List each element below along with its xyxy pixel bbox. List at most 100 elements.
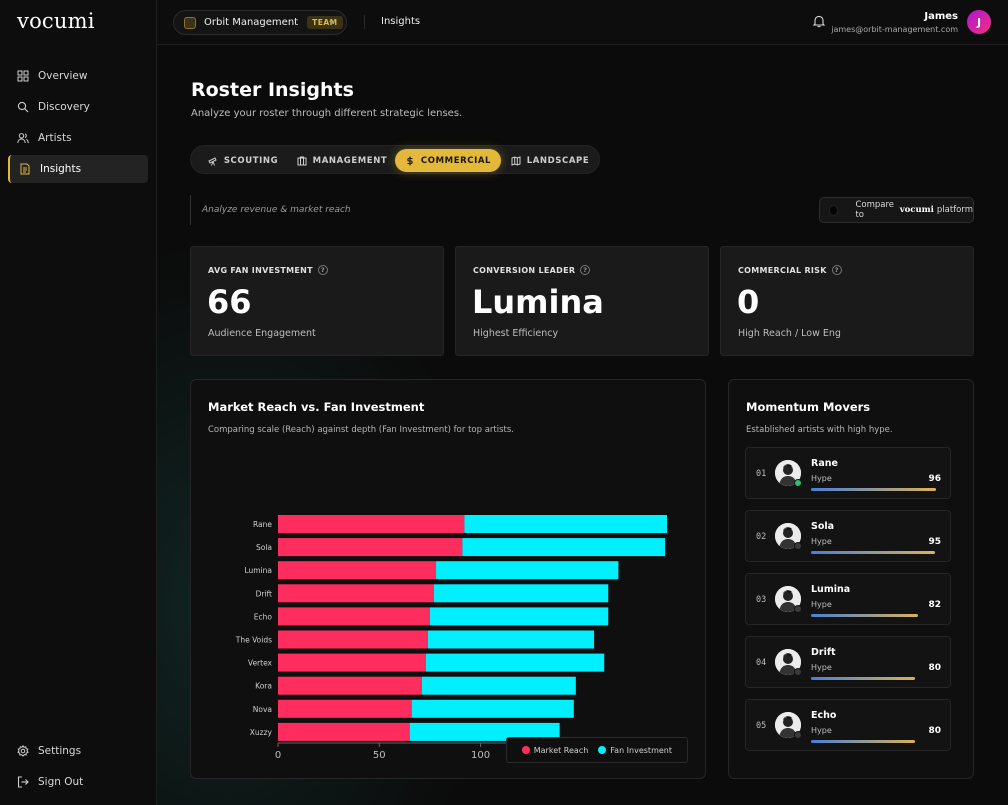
bar-market-reach[interactable] bbox=[278, 561, 437, 580]
y-tick-label: Drift bbox=[256, 589, 272, 598]
x-tick-label: 0 bbox=[275, 750, 281, 761]
team-badge: TEAM bbox=[307, 16, 343, 29]
document-icon bbox=[19, 163, 31, 175]
legend-item-market-reach[interactable]: Market Reach bbox=[521, 746, 588, 755]
kpi-subtitle: High Reach / Low Eng bbox=[738, 328, 841, 339]
bar-market-reach[interactable] bbox=[278, 676, 422, 695]
logo[interactable]: vocumi bbox=[17, 9, 95, 33]
tab-scouting[interactable]: SCOUTING bbox=[195, 149, 291, 172]
bar-market-reach[interactable] bbox=[278, 722, 410, 741]
page-title: Roster Insights bbox=[191, 79, 354, 101]
hype-label: Hype bbox=[811, 600, 832, 609]
tab-label: MANAGEMENT bbox=[312, 155, 388, 166]
kpi-card-conversion-leader: CONVERSION LEADER ? Lumina Highest Effic… bbox=[455, 246, 709, 356]
mover-row[interactable]: 01 Rane Hype 96 bbox=[745, 447, 951, 499]
breadcrumb: Insights bbox=[381, 16, 421, 27]
sidebar-item-sign-out[interactable]: Sign Out bbox=[8, 768, 148, 796]
sidebar-item-label: Discovery bbox=[38, 101, 90, 113]
sign-out-icon bbox=[17, 776, 29, 788]
mover-row[interactable]: 05 Echo Hype 80 bbox=[745, 699, 951, 751]
market-reach-chart-card: Market Reach vs. Fan Investment Comparin… bbox=[190, 379, 706, 779]
compare-platform-toggle[interactable]: Compare to vocumi platform bbox=[819, 197, 974, 223]
mover-row[interactable]: 04 Drift Hype 80 bbox=[745, 636, 951, 688]
stacked-bar-chart: Rane Sola Lumina Drift Echo The Voids Vertex Ko… bbox=[235, 515, 677, 761]
user-name: James bbox=[924, 11, 958, 22]
users-icon bbox=[17, 132, 29, 144]
legend-swatch bbox=[598, 746, 607, 754]
bar-market-reach[interactable] bbox=[278, 630, 428, 649]
search-icon bbox=[17, 101, 29, 113]
mover-rank: 04 bbox=[756, 658, 767, 668]
bar-fan-investment[interactable] bbox=[429, 607, 609, 626]
hype-label: Hype bbox=[811, 726, 832, 735]
hype-bar bbox=[811, 740, 915, 743]
kpi-value: 66 bbox=[207, 283, 252, 321]
bar-market-reach[interactable] bbox=[278, 699, 412, 718]
y-tick-label: Rane bbox=[253, 520, 272, 529]
mover-name: Drift bbox=[811, 647, 836, 658]
sidebar: vocumi Overview Discovery Artists Insigh… bbox=[0, 0, 157, 805]
sidebar-item-insights[interactable]: Insights bbox=[8, 155, 148, 183]
bar-fan-investment[interactable] bbox=[464, 515, 667, 533]
sidebar-item-discovery[interactable]: Discovery bbox=[8, 93, 148, 121]
tab-commercial[interactable]: COMMERCIAL bbox=[395, 149, 501, 172]
kpi-value: 0 bbox=[737, 283, 760, 321]
bar-fan-investment[interactable] bbox=[425, 653, 605, 672]
bar-market-reach[interactable] bbox=[278, 653, 426, 672]
artist-avatar bbox=[775, 460, 801, 486]
status-dot bbox=[794, 605, 802, 613]
kpi-subtitle: Highest Efficiency bbox=[473, 328, 559, 339]
bar-fan-investment[interactable] bbox=[436, 561, 619, 580]
legend-label: Fan Investment bbox=[610, 745, 672, 755]
bar-fan-investment[interactable] bbox=[427, 630, 595, 649]
bar-market-reach[interactable] bbox=[278, 538, 463, 557]
status-dot bbox=[794, 731, 802, 739]
sidebar-item-label: Sign Out bbox=[38, 776, 84, 788]
kpi-subtitle: Audience Engagement bbox=[208, 328, 316, 339]
mover-row[interactable]: 03 Lumina Hype 82 bbox=[745, 573, 951, 625]
help-icon[interactable]: ? bbox=[831, 265, 842, 275]
hype-label: Hype bbox=[811, 537, 832, 546]
card-title: Momentum Movers bbox=[746, 400, 871, 414]
bell-icon[interactable] bbox=[812, 14, 826, 28]
topbar-divider bbox=[364, 15, 365, 29]
bar-market-reach[interactable] bbox=[278, 515, 465, 533]
org-name: Orbit Management bbox=[204, 17, 299, 28]
avatar[interactable]: J bbox=[967, 10, 991, 34]
toggle-knob[interactable] bbox=[829, 204, 839, 216]
tab-label: SCOUTING bbox=[223, 155, 279, 166]
help-icon[interactable]: ? bbox=[580, 265, 591, 275]
mover-name: Sola bbox=[811, 521, 835, 532]
y-tick-label: Vertex bbox=[248, 659, 273, 668]
tab-management[interactable]: MANAGEMENT bbox=[291, 149, 393, 172]
hype-score: 80 bbox=[928, 663, 941, 673]
y-tick-label: Echo bbox=[254, 612, 273, 621]
sidebar-item-artists[interactable]: Artists bbox=[8, 124, 148, 152]
bar-fan-investment[interactable] bbox=[409, 722, 560, 741]
legend-item-fan-investment[interactable]: Fan Investment bbox=[598, 746, 672, 755]
bar-fan-investment[interactable] bbox=[421, 676, 576, 695]
hype-bar bbox=[811, 488, 936, 491]
hype-label: Hype bbox=[811, 663, 832, 672]
org-switcher[interactable]: Orbit Management TEAM bbox=[173, 10, 347, 35]
hype-bar bbox=[811, 551, 935, 554]
tab-landscape[interactable]: LANDSCAPE bbox=[503, 149, 597, 172]
bar-fan-investment[interactable] bbox=[411, 699, 574, 718]
bar-fan-investment[interactable] bbox=[462, 538, 665, 557]
mover-row[interactable]: 02 Sola Hype 95 bbox=[745, 510, 951, 562]
status-dot bbox=[794, 668, 802, 676]
sidebar-item-overview[interactable]: Overview bbox=[8, 62, 148, 90]
lens-tabs: SCOUTING MANAGEMENT COMMERCIAL LANDSCAPE bbox=[190, 145, 600, 174]
sidebar-item-label: Overview bbox=[38, 70, 88, 82]
help-icon[interactable]: ? bbox=[317, 265, 328, 275]
y-tick-label: Sola bbox=[256, 543, 272, 552]
bar-market-reach[interactable] bbox=[278, 584, 435, 603]
bar-market-reach[interactable] bbox=[278, 607, 430, 626]
sidebar-item-settings[interactable]: Settings bbox=[8, 737, 148, 765]
card-subtitle: Comparing scale (Reach) against depth (F… bbox=[208, 425, 514, 435]
kpi-value: Lumina bbox=[472, 283, 604, 321]
bar-fan-investment[interactable] bbox=[434, 584, 609, 603]
legend-swatch bbox=[521, 746, 530, 754]
kpi-card-avg-fan-investment: AVG FAN INVESTMENT ? 66 Audience Engagem… bbox=[190, 246, 444, 356]
mover-name: Lumina bbox=[811, 584, 851, 595]
